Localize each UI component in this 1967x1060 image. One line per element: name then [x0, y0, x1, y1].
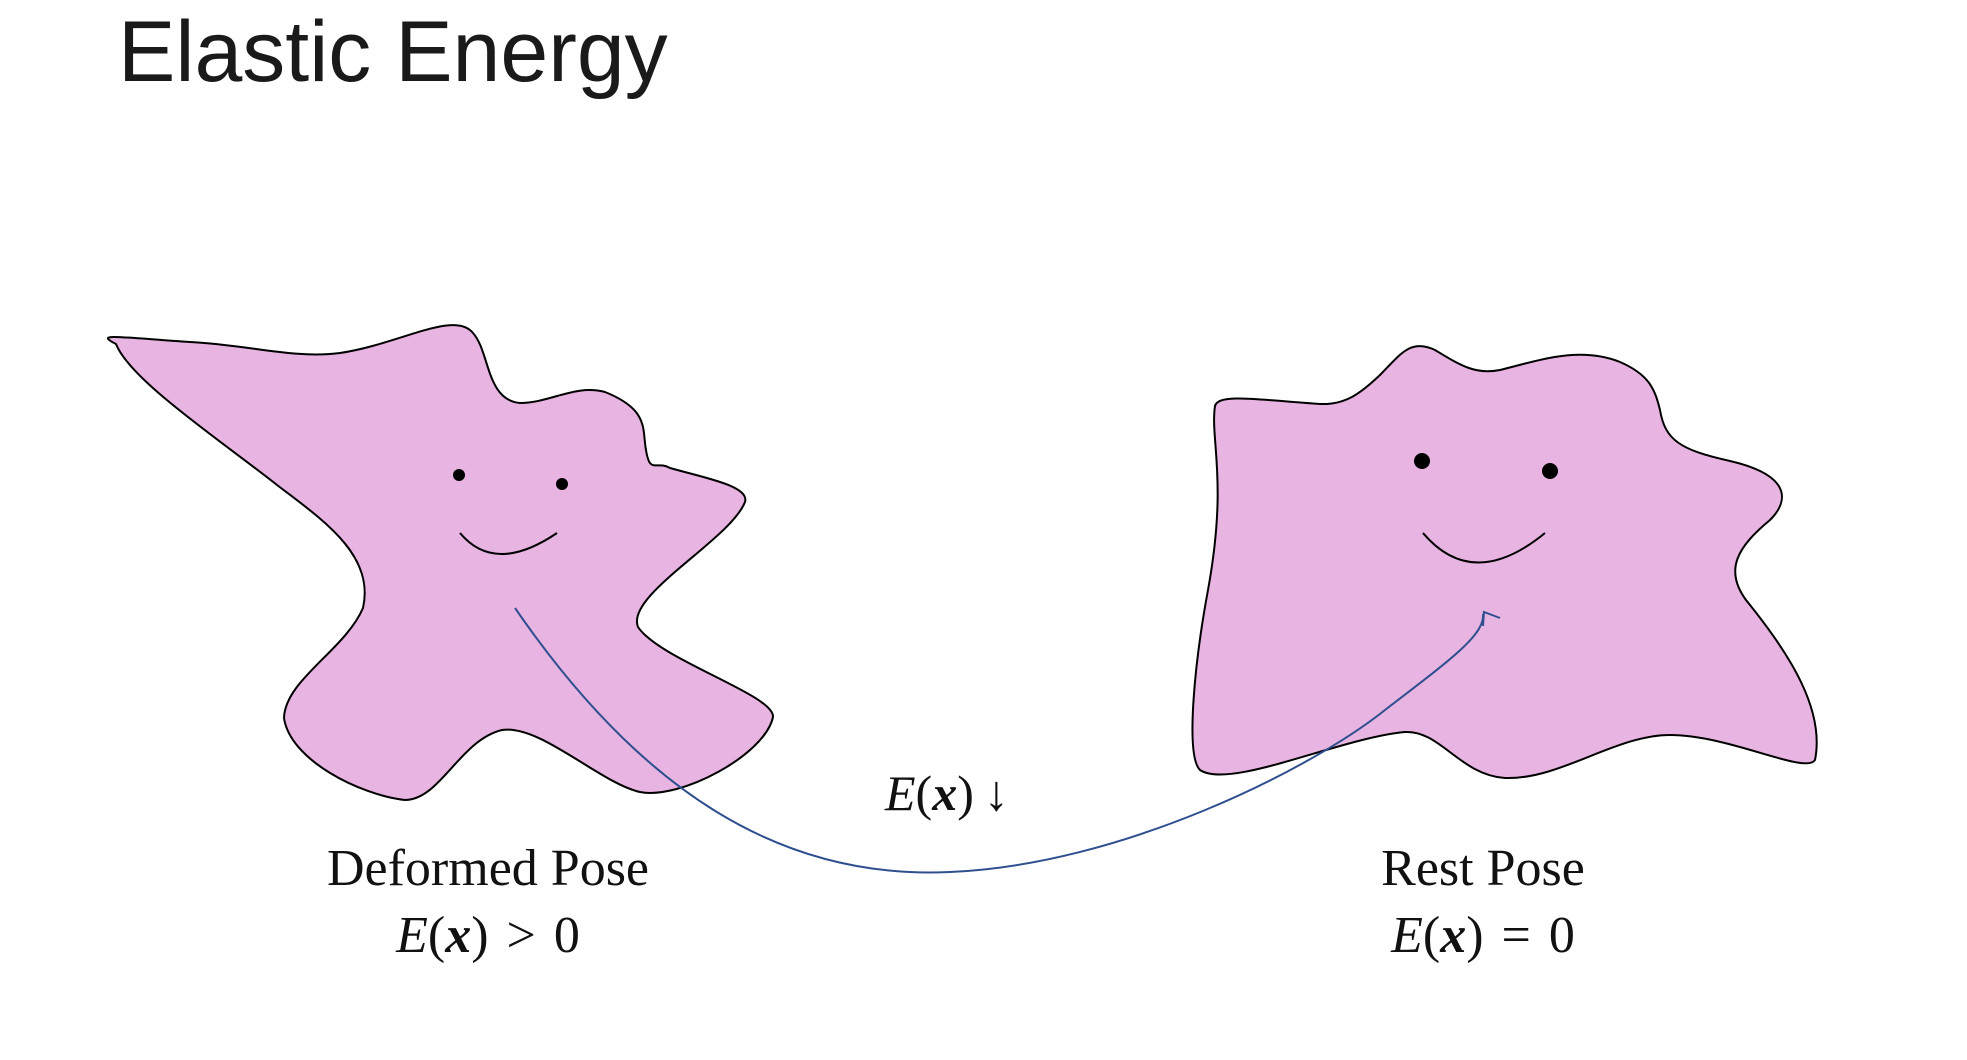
deformed-energy-E: E: [395, 907, 428, 964]
rest-energy-rparen: ): [1466, 907, 1483, 964]
rest-left-eye: [1414, 453, 1430, 469]
deformed-energy-x: x: [444, 907, 471, 964]
deformed-energy: E(x) >0: [395, 907, 580, 964]
transition-x: x: [931, 765, 957, 821]
deformed-energy-lparen: (: [428, 907, 445, 964]
rest-smile: [1422, 532, 1546, 564]
deformed-right-eye: [556, 478, 568, 490]
rest-energy-E: E: [1390, 907, 1423, 964]
rest-energy: E(x) = 0: [1390, 907, 1575, 964]
transition-lparen: (: [916, 765, 933, 821]
deformed-blob: [106, 324, 775, 801]
rest-right-eye: [1542, 463, 1558, 479]
rest-caption: Rest Pose: [1381, 840, 1585, 897]
deformed-pose-figure: [106, 324, 775, 801]
rest-energy-relation: =: [1502, 907, 1531, 964]
transition-arrow-curve: [514, 607, 1485, 874]
transition-arrow: [514, 607, 1501, 874]
deformed-energy-relation: >: [507, 907, 536, 964]
transition-rparen: ): [957, 765, 974, 821]
rest-pose-figure: [1191, 345, 1818, 780]
transition-arrowhead: [1482, 610, 1501, 627]
deformed-left-eye: [453, 469, 465, 481]
rest-blob: [1191, 345, 1818, 780]
deformed-energy-value: 0: [554, 907, 580, 964]
transition-arrow-symbol: ↓: [984, 765, 1009, 821]
transition-label: E(x) ↓: [884, 765, 1009, 821]
transition-E: E: [884, 765, 916, 821]
rest-energy-lparen: (: [1423, 907, 1440, 964]
rest-energy-x: x: [1439, 907, 1466, 964]
deformed-caption: Deformed Pose: [327, 840, 649, 897]
rest-energy-value: 0: [1549, 907, 1575, 964]
deformed-energy-rparen: ): [471, 907, 488, 964]
slide-title: Elastic Energy: [118, 4, 668, 100]
deformed-smile: [459, 532, 558, 555]
